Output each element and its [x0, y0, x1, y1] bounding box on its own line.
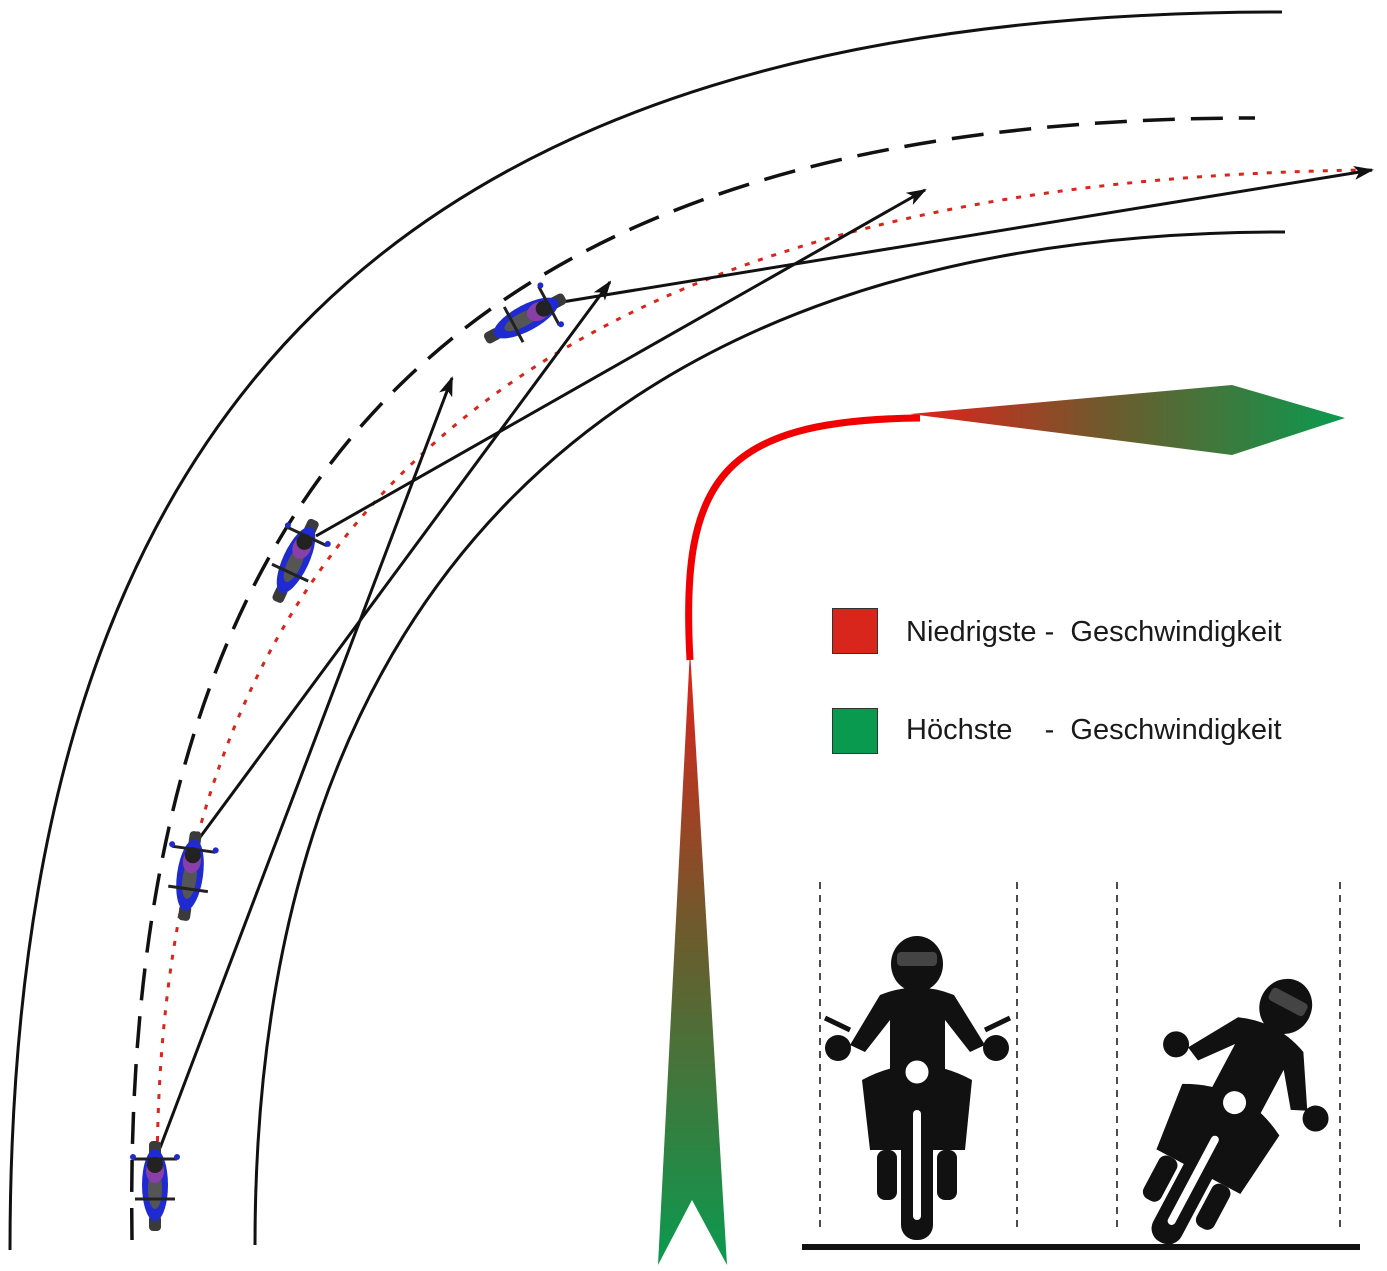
speed-gradient-curve [685, 414, 921, 661]
rider-comparison-panel [802, 882, 1360, 1250]
speed-gradient-horizontal [910, 385, 1345, 455]
rider-leaning-icon [1142, 978, 1329, 1245]
legend-swatch-low-speed [832, 608, 878, 654]
rider-upright-icon [823, 936, 1012, 1240]
racing-line [155, 168, 1371, 1226]
gaze-arrow-2 [196, 280, 612, 841]
legend-label-low-speed: Niedrigste - Geschwindigkeit [906, 616, 1282, 648]
road-inner-edge [253, 230, 1286, 1246]
gaze-arrow-3 [315, 188, 927, 538]
motorcycle-topview-icon [128, 1139, 182, 1233]
speed-gradient-vertical [658, 650, 727, 1265]
legend-label-high-speed: Höchste - Geschwindigkeit [906, 714, 1282, 746]
motorcycle-topview-icon [157, 826, 223, 926]
gaze-arrow-1 [158, 376, 454, 1149]
gaze-arrow-4 [561, 165, 1374, 304]
road-center-line [129, 116, 1256, 1241]
road-outer-edge [8, 10, 1283, 1251]
legend-swatch-high-speed [832, 708, 878, 754]
